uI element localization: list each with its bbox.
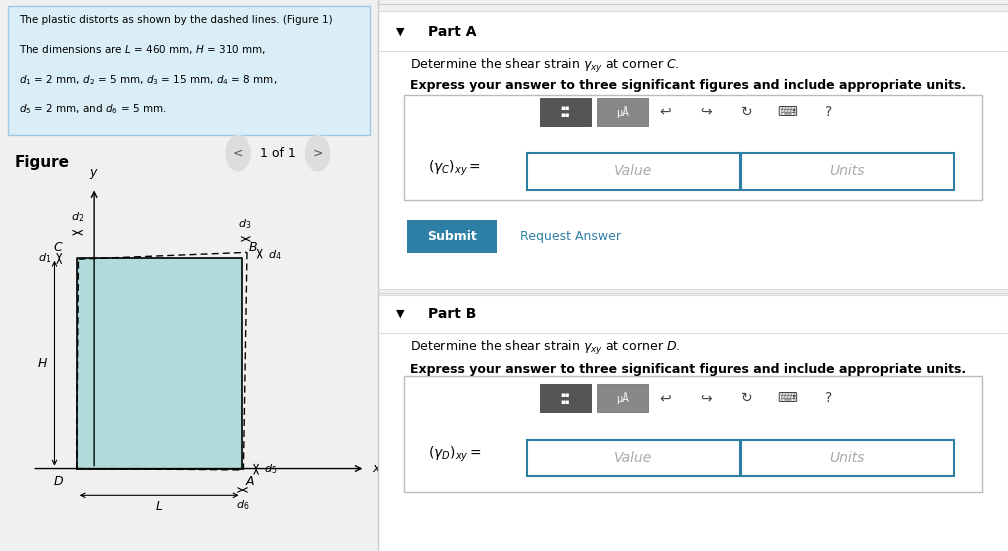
FancyBboxPatch shape [526, 440, 740, 476]
Text: $D$: $D$ [53, 475, 64, 488]
Text: $B$: $B$ [248, 241, 258, 255]
Text: Value: Value [614, 164, 652, 179]
Text: 1 of 1: 1 of 1 [260, 147, 295, 160]
Text: Express your answer to three significant figures and include appropriate units.: Express your answer to three significant… [409, 363, 966, 376]
Text: $y$: $y$ [90, 167, 99, 181]
Text: <: < [233, 147, 243, 160]
Text: The plastic distorts as shown by the dashed lines. (Figure 1): The plastic distorts as shown by the das… [19, 15, 333, 25]
Text: $d_4$: $d_4$ [267, 248, 281, 262]
Text: $d_5$: $d_5$ [264, 462, 277, 476]
Text: ▪▪
▪▪: ▪▪ ▪▪ [560, 105, 571, 118]
Circle shape [305, 136, 330, 171]
FancyBboxPatch shape [540, 98, 591, 126]
Text: $d_2$: $d_2$ [71, 210, 85, 224]
Text: ↩: ↩ [659, 391, 670, 405]
FancyBboxPatch shape [741, 153, 954, 190]
Text: $d_5$ = 2 mm, and $d_6$ = 5 mm.: $d_5$ = 2 mm, and $d_6$ = 5 mm. [19, 102, 166, 116]
Text: $d_6$: $d_6$ [236, 498, 249, 512]
FancyBboxPatch shape [404, 95, 982, 200]
FancyBboxPatch shape [597, 98, 647, 126]
Text: Value: Value [614, 451, 652, 465]
FancyBboxPatch shape [597, 384, 647, 412]
Text: $d_1$: $d_1$ [38, 252, 51, 266]
Text: $(\gamma_D)_{xy} =$: $(\gamma_D)_{xy} =$ [428, 445, 482, 464]
Text: ↪: ↪ [700, 391, 712, 405]
Text: ↪: ↪ [700, 105, 712, 118]
FancyBboxPatch shape [540, 384, 591, 412]
Text: Part B: Part B [428, 307, 477, 321]
FancyBboxPatch shape [8, 6, 371, 135]
Text: >: > [312, 147, 323, 160]
Text: $(\gamma_C)_{xy} =$: $(\gamma_C)_{xy} =$ [428, 158, 482, 178]
Text: Determine the shear strain $\gamma_{xy}$ at corner $D$.: Determine the shear strain $\gamma_{xy}$… [409, 339, 680, 357]
Text: The dimensions are $L$ = 460 mm, $H$ = 310 mm,: The dimensions are $L$ = 460 mm, $H$ = 3… [19, 43, 266, 56]
FancyBboxPatch shape [407, 220, 497, 253]
Text: ⌨: ⌨ [777, 105, 797, 118]
Text: ?: ? [825, 105, 832, 118]
Text: μÅ: μÅ [616, 106, 629, 117]
Text: Figure: Figure [15, 155, 71, 170]
FancyBboxPatch shape [741, 440, 954, 476]
Circle shape [226, 136, 250, 171]
Text: Request Answer: Request Answer [520, 230, 621, 243]
FancyBboxPatch shape [526, 153, 740, 190]
Text: $d_1$ = 2 mm, $d_2$ = 5 mm, $d_3$ = 15 mm, $d_4$ = 8 mm,: $d_1$ = 2 mm, $d_2$ = 5 mm, $d_3$ = 15 m… [19, 73, 277, 87]
Text: $x$: $x$ [372, 462, 381, 475]
Text: $d_3$: $d_3$ [238, 217, 251, 231]
Text: Submit: Submit [427, 230, 477, 243]
Text: Express your answer to three significant figures and include appropriate units.: Express your answer to three significant… [409, 79, 966, 92]
FancyBboxPatch shape [404, 376, 982, 492]
Text: Units: Units [830, 451, 865, 465]
Text: μÅ: μÅ [616, 392, 629, 404]
Text: Part A: Part A [428, 25, 477, 39]
FancyBboxPatch shape [378, 295, 1008, 551]
Text: ▼: ▼ [396, 309, 404, 319]
Polygon shape [77, 258, 242, 468]
Text: ▼: ▼ [396, 27, 404, 37]
Text: ⌨: ⌨ [777, 391, 797, 405]
FancyBboxPatch shape [378, 11, 1008, 289]
Text: $L$: $L$ [155, 500, 163, 514]
Text: ▪▪
▪▪: ▪▪ ▪▪ [560, 392, 571, 404]
Text: ↻: ↻ [741, 105, 752, 118]
Text: ↻: ↻ [741, 391, 752, 405]
Text: $A$: $A$ [245, 475, 255, 488]
Text: $H$: $H$ [37, 356, 48, 370]
Text: $C$: $C$ [53, 241, 64, 255]
Text: Units: Units [830, 164, 865, 179]
Text: ?: ? [825, 391, 832, 405]
Text: ↩: ↩ [659, 105, 670, 118]
Text: Determine the shear strain $\gamma_{xy}$ at corner $C$.: Determine the shear strain $\gamma_{xy}$… [409, 57, 679, 75]
